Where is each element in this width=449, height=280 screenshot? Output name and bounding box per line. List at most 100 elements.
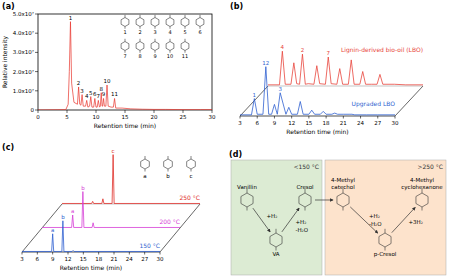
reaction-arrow [350,207,378,233]
chromatogram [22,221,160,252]
plot-frame [38,14,212,110]
x-tick-label: 6 [36,256,40,262]
layer [268,51,423,85]
group-box [325,160,446,275]
structure [166,39,174,53]
x-tick [183,110,184,113]
x-tick-label: 30 [392,120,399,126]
structure-label: 2 [138,29,141,35]
compound [379,229,391,251]
x-tick-label: 18 [95,256,102,262]
x-tick [326,116,327,119]
reaction-label: +H₂ [296,219,307,225]
x-tick-label: 15 [80,256,87,262]
substituent [185,39,186,42]
x-tick-label: 30 [209,114,216,120]
x-tick-label: 0 [36,114,40,120]
substituent [385,229,386,233]
reaction-label: -H₂O [369,221,382,227]
chromatogram [38,22,212,110]
substituent [145,156,146,159]
x-tick-label: 3 [238,120,242,126]
ring [166,18,174,27]
y-tick [35,90,38,91]
ring [299,193,311,207]
y-tick-label: 4.0x10⁷ [13,30,34,36]
substituent [385,247,386,251]
x-tick-label: 24 [357,120,364,126]
substituent [276,247,277,251]
panel: 36912151821242730Retention time (min)(b)… [230,2,423,135]
panel-title: (c) [2,143,14,152]
series-label: Upgraded LBO [352,100,396,108]
structure-label: b [166,173,170,179]
structure-label: 10 [167,53,173,59]
ring [136,18,144,27]
x-tick [291,116,292,119]
substituent [305,207,306,211]
peak-label: b [61,214,65,220]
x-tick-label: 30 [157,256,164,262]
compound-label: Vanillin [237,184,257,190]
substituent [185,15,186,18]
reaction-label: +H₂ [267,213,278,219]
compound [270,229,282,251]
x-axis [240,116,395,117]
x-tick-label: 12 [288,120,295,126]
x-tick [160,252,161,255]
compound-label: VA [272,251,279,257]
ring [166,42,174,51]
peak-label: 1 [69,15,73,21]
structure [136,15,144,29]
structure [121,15,129,29]
compound [299,189,311,211]
peak-label: 9 [102,91,106,97]
ring [164,159,173,169]
series-label: 200 °C [159,218,180,225]
compound [337,189,349,211]
x-tick [52,252,53,255]
y-tick [35,71,38,72]
substituent [125,15,126,18]
structure-label: 1 [123,29,126,35]
x-tick [274,116,275,119]
structure [187,156,196,172]
diagram: (d)<150 °C>250 °CVanillinVACresol4-Methy… [229,150,446,275]
structure-label: 6 [198,29,201,35]
x-tick-label: 6 [255,120,259,126]
ring [196,18,204,27]
reaction-label: +3H₂ [409,219,423,225]
substituent [168,169,169,172]
compound [416,189,428,211]
peak-label: 3 [80,88,84,94]
x-tick [98,252,99,255]
panel-title: (d) [229,150,242,159]
series-label: 150 °C [139,242,160,249]
ring [379,233,391,247]
x-tick [125,110,126,113]
structure [121,39,129,53]
x-tick [68,252,69,255]
x-tick [308,116,309,119]
group-label: <150 °C [293,163,319,170]
x-tick-label: 21 [111,256,118,262]
structure-label: a [143,173,146,179]
x-tick [129,252,130,255]
x-axis-label: Retention time (min) [94,122,156,129]
x-tick [395,116,396,119]
series-label: 250 °C [179,194,200,201]
substituent [191,156,192,159]
ring [416,193,428,207]
peak-label: 7 [97,93,101,99]
compound-label: 4-Methyl [410,177,435,184]
structure [196,15,204,29]
ring [270,233,282,247]
x-tick-label: 10 [93,114,100,120]
y-tick [35,14,38,15]
x-tick-label: 9 [273,120,277,126]
ring [187,159,196,169]
peak-label: 4 [281,44,285,50]
x-tick-label: 15 [122,114,129,120]
peak-label: a [51,227,54,233]
x-tick [37,252,38,255]
